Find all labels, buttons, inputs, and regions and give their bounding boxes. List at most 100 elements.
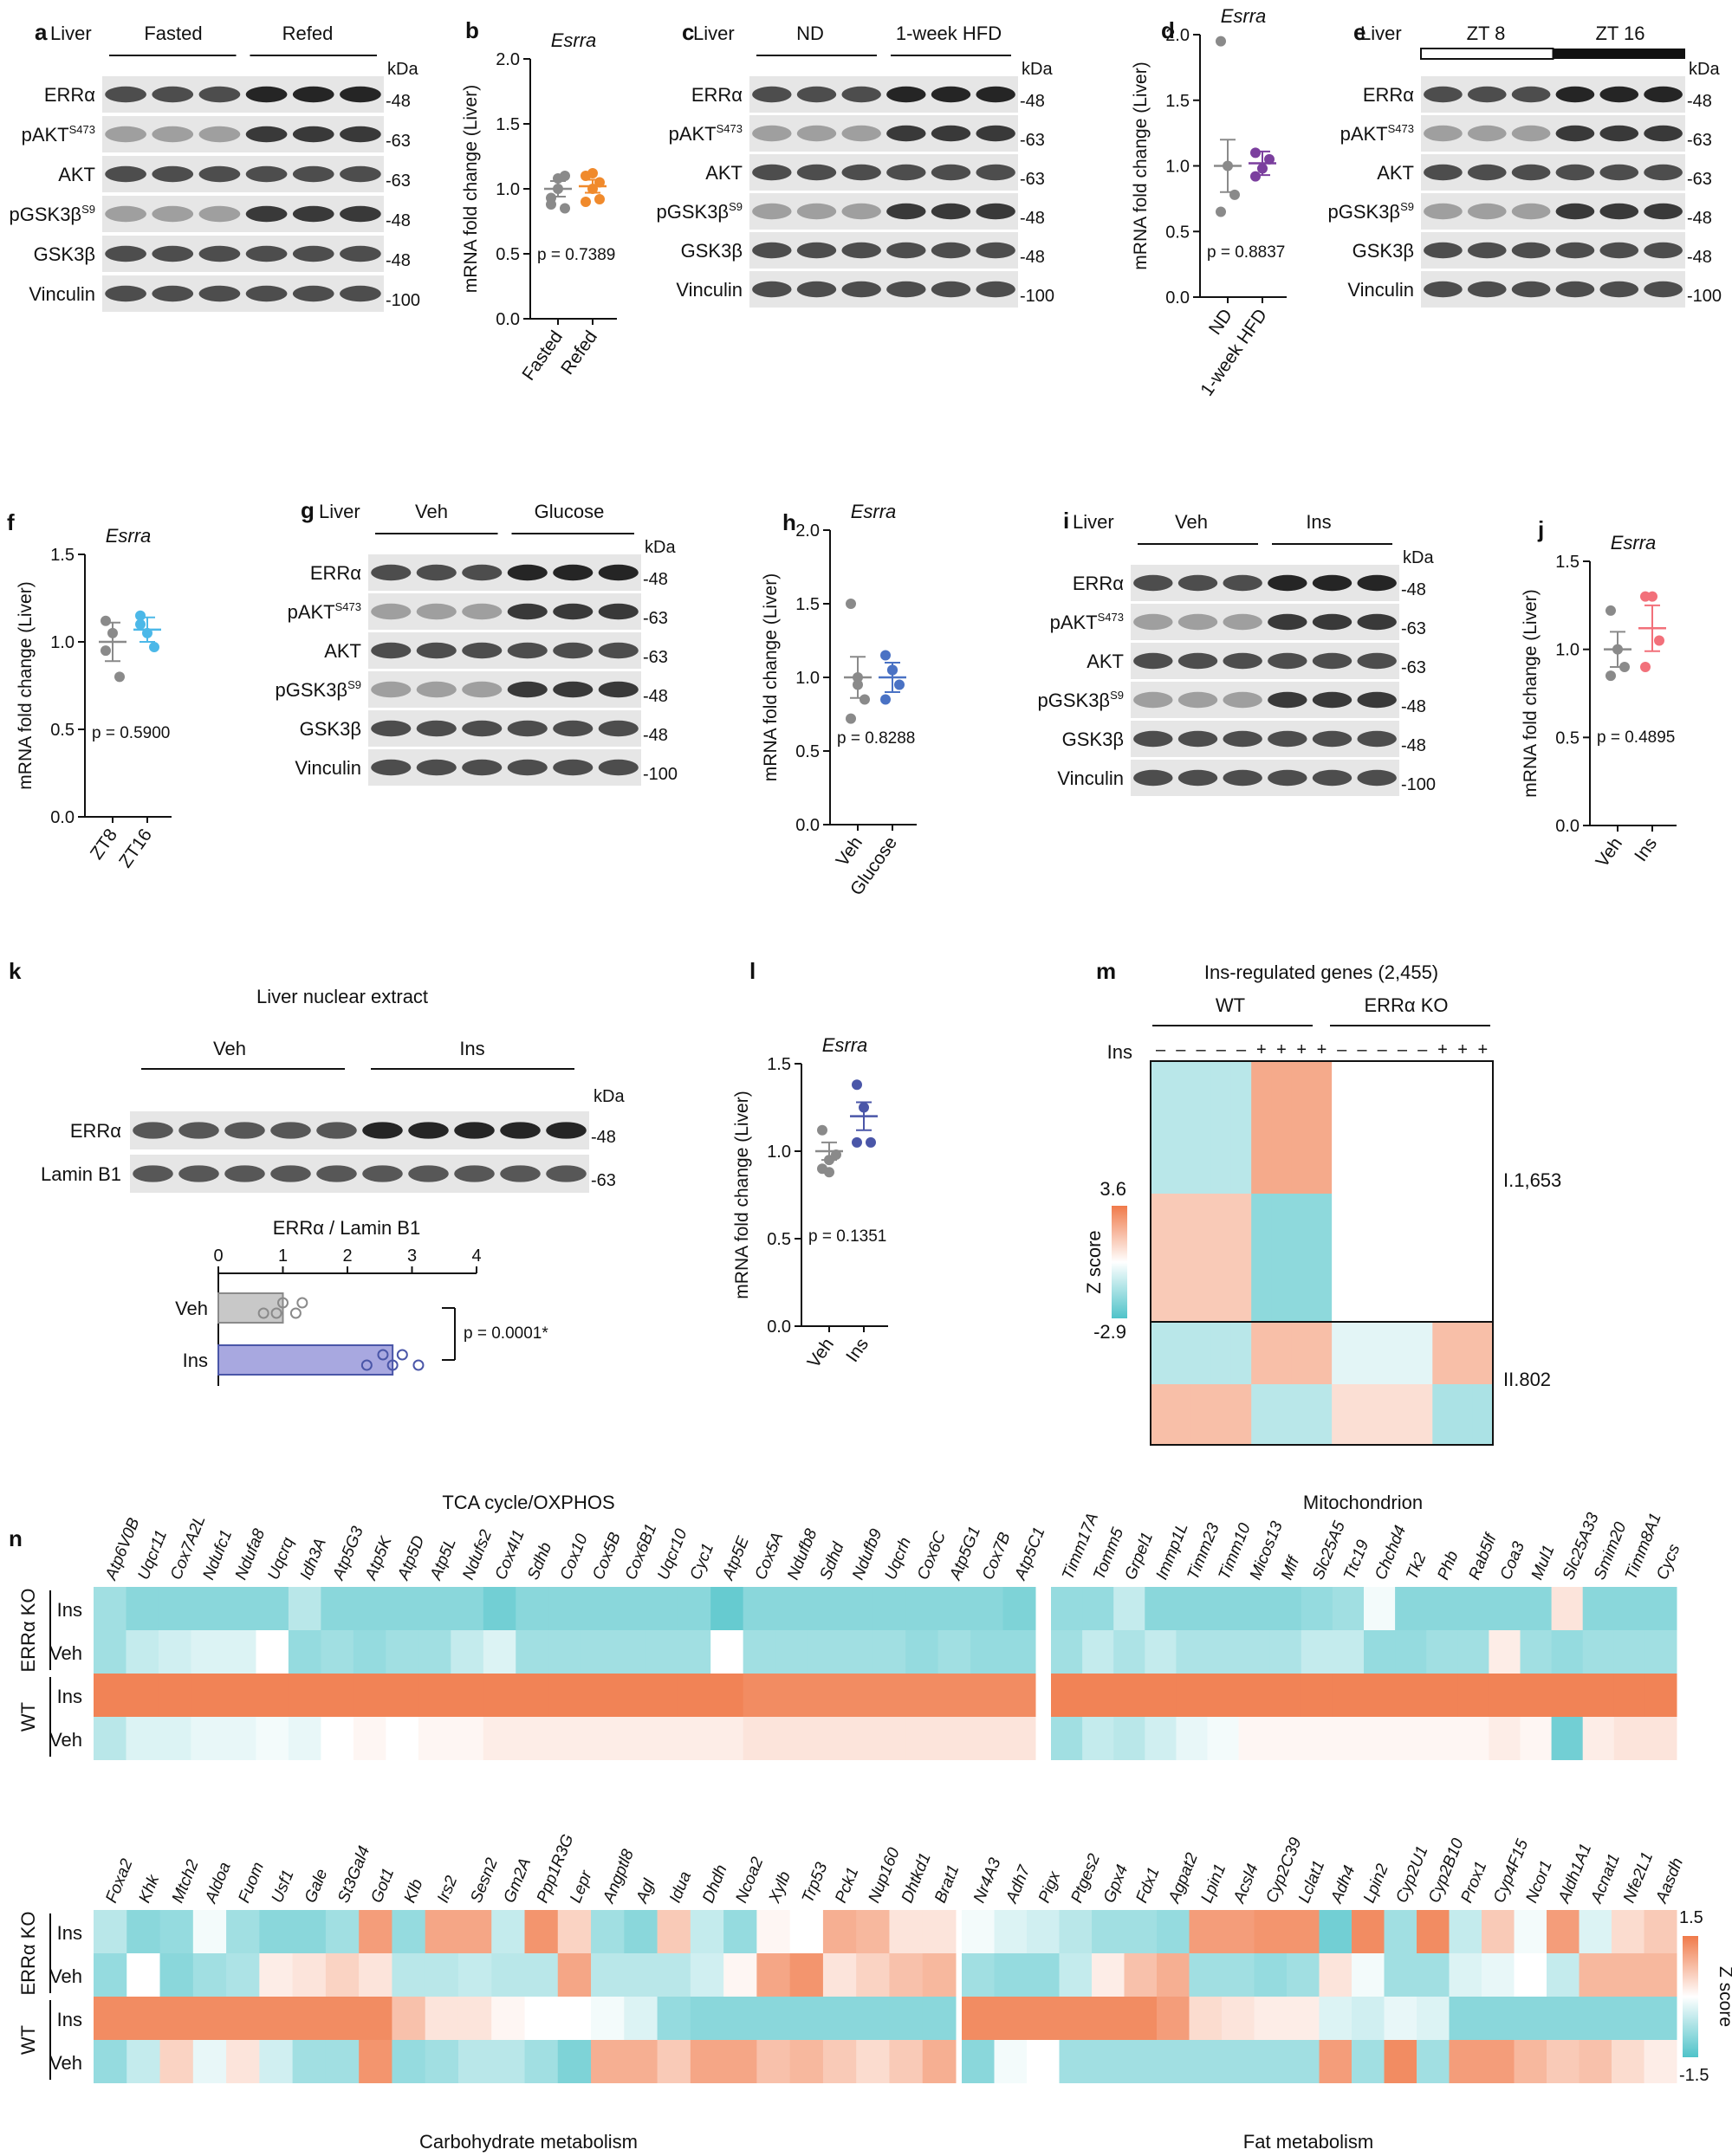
gene-name: Phb <box>1434 1549 1462 1583</box>
data-point <box>101 645 111 657</box>
y-tick-label: 1.5 <box>50 546 75 565</box>
gene-name: Agpat2 <box>1165 1850 1203 1907</box>
heatmap-cell <box>678 1587 711 1630</box>
blot-band <box>245 86 288 103</box>
blot-strip <box>368 593 641 630</box>
heatmap-cell <box>548 1587 581 1630</box>
y-tick-label: 0.5 <box>767 1230 791 1249</box>
heatmap-cell <box>1311 1061 1333 1194</box>
tissue-label: Liver <box>693 23 735 44</box>
heatmap-cell <box>1002 1717 1036 1760</box>
heatmap-cell <box>1082 1717 1114 1760</box>
gene-name: Fuom <box>235 1860 268 1906</box>
gene-name: Aldoa <box>202 1860 235 1907</box>
heatmap-cell <box>1027 1953 1060 1997</box>
heatmap-frame <box>1150 1060 1494 1446</box>
blot-band <box>1644 164 1683 181</box>
heatmap-cell <box>922 1997 957 2040</box>
heatmap-cell <box>359 1910 392 1953</box>
band-label: pAKTS473 <box>669 122 743 145</box>
heatmap-cell <box>288 1630 321 1674</box>
blot-band <box>1555 203 1595 220</box>
heatmap-cell <box>937 1717 971 1760</box>
panel-title: Ins-regulated genes (2,455) <box>1204 961 1438 983</box>
blot-band <box>416 603 457 620</box>
bar-point <box>296 1297 308 1309</box>
heatmap-cell <box>1551 1717 1584 1760</box>
blot-band <box>462 642 503 659</box>
tissue-label: Liver <box>1073 511 1114 533</box>
heatmap-cell <box>516 1630 549 1674</box>
blot-band <box>1223 691 1262 709</box>
blot-band <box>462 603 503 620</box>
blot-band <box>598 681 639 698</box>
band-label: ERRα <box>70 1120 121 1142</box>
blot-band <box>507 720 548 737</box>
blot-band <box>796 281 837 298</box>
y-tick-label: 1.5 <box>795 595 820 614</box>
z-score-bar <box>1112 1206 1127 1318</box>
blot-band <box>553 759 594 776</box>
heatmap-cell <box>1145 1587 1177 1630</box>
heatmap-cell <box>353 1717 386 1760</box>
heatmap-cell <box>690 1910 724 1953</box>
data-point <box>1654 635 1664 646</box>
mw-marker: -100 <box>1401 775 1436 794</box>
data-point <box>560 203 570 214</box>
heatmap-cell <box>678 1630 711 1674</box>
blot-band <box>796 203 837 220</box>
band-label: ERRα <box>1363 84 1414 106</box>
heatmap-cell <box>962 1997 995 2040</box>
blot-band <box>1223 574 1262 592</box>
heatmap-cell <box>392 2040 426 2083</box>
heatmap-cell <box>645 1674 679 1717</box>
heatmap-cell <box>1287 1997 1320 2040</box>
blot-band <box>133 1165 173 1182</box>
gene-name: Sdhb <box>524 1540 555 1583</box>
section-title: Mitochondrion <box>1303 1492 1423 1513</box>
blot-band <box>245 245 288 262</box>
heatmap-cell <box>1157 1953 1190 1997</box>
gene-name: Sesn2 <box>467 1855 502 1906</box>
y-axis-label: mRNA fold change (Liver) <box>761 573 781 781</box>
heatmap-cell <box>872 1587 906 1630</box>
data-point <box>866 1136 876 1148</box>
heatmap-cell <box>1222 1997 1255 2040</box>
gene-name: Nfe2L1 <box>1620 1849 1657 1906</box>
heatmap-cell <box>1301 1630 1333 1674</box>
blot-band <box>105 205 146 223</box>
heatmap-cell <box>1644 1910 1677 1953</box>
heatmap-cell <box>1352 1322 1373 1384</box>
blot-band <box>371 642 412 659</box>
heatmap-cell <box>1384 1910 1417 1953</box>
band-label: Vinculin <box>1057 767 1124 789</box>
gene-label: Esrra <box>551 29 597 51</box>
tick-label: 2 <box>342 1246 352 1266</box>
heatmap-cell <box>1612 1997 1644 2040</box>
heatmap-cell <box>1151 1061 1171 1194</box>
heatmap-cell <box>1579 1910 1612 1953</box>
blot-band <box>292 205 334 223</box>
heatmap-cell <box>1332 1322 1353 1384</box>
blot-band <box>886 164 926 181</box>
heatmap-cell <box>1190 1194 1212 1322</box>
blot-band <box>598 603 639 620</box>
blot-band <box>1511 164 1551 181</box>
gene-name: Lepr <box>567 1868 596 1906</box>
heatmap-cell <box>321 1717 354 1760</box>
heatmap-cell <box>581 1674 614 1717</box>
heatmap-cell <box>457 1997 492 2040</box>
blot-band <box>500 1165 541 1182</box>
bar-point <box>289 1307 302 1319</box>
heatmap-cell <box>457 2040 492 2083</box>
blot-band <box>292 245 334 262</box>
heatmap-cell <box>905 1630 939 1674</box>
mw-marker: -48 <box>386 92 411 111</box>
heatmap-cell <box>1514 1953 1547 1997</box>
y-tick-label: 1.0 <box>1165 158 1190 177</box>
data-point <box>149 642 159 653</box>
blot-band <box>224 1165 265 1182</box>
band-superscript: S9 <box>729 200 743 213</box>
heatmap-cell <box>1432 1061 1454 1194</box>
